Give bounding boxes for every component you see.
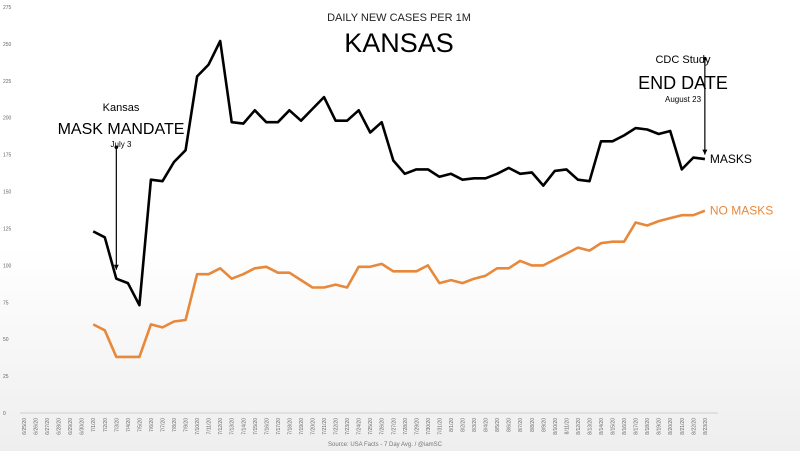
chart-subtitle: KANSAS [344, 28, 454, 58]
y-tick-label: 150 [3, 190, 12, 196]
annotation-date: August 23 [665, 95, 702, 104]
x-tick-label: 7/5/20 [137, 418, 143, 432]
x-tick-label: 7/31/20 [437, 418, 443, 435]
x-tick-label: 6/27/20 [45, 418, 51, 435]
y-tick-label: 275 [3, 5, 12, 11]
x-tick-label: 7/27/20 [391, 418, 397, 435]
x-tick-label: 8/6/20 [507, 418, 513, 432]
series-line-masks [92, 39, 706, 307]
y-tick-label: 50 [3, 337, 9, 343]
x-tick-label: 7/23/20 [345, 418, 351, 435]
y-tick-label: 175 [3, 153, 12, 159]
x-tick-label: 8/21/20 [680, 418, 686, 435]
series-end-label: NO MASKS [710, 204, 773, 218]
x-tick-label: 8/4/20 [484, 418, 490, 432]
x-tick-label: 7/1/20 [91, 418, 97, 432]
annotation-label: CDC Study [655, 54, 711, 66]
x-tick-label: 8/10/20 [553, 418, 559, 435]
x-tick-label: 8/20/20 [668, 418, 674, 435]
x-tick-label: 8/19/20 [657, 418, 663, 435]
annotation-arrow-start [703, 56, 707, 61]
x-tick-label: 7/9/20 [184, 418, 190, 432]
x-axis: 6/25/20 6/26/20 6/27/20 6/28/20 6/29/20 6/30/… [22, 418, 709, 435]
x-tick-label: 8/15/20 [611, 418, 617, 435]
chart-title: DAILY NEW CASES PER 1M [327, 12, 471, 24]
x-tick-label: 8/18/20 [645, 418, 651, 435]
x-tick-label: 8/5/20 [495, 418, 501, 432]
x-tick-label: 7/6/20 [149, 418, 155, 432]
x-tick-label: 6/25/20 [22, 418, 28, 435]
x-tick-label: 7/21/20 [322, 418, 328, 435]
x-tick-label: 7/11/20 [207, 418, 213, 435]
x-tick-label: 8/9/20 [541, 418, 547, 432]
x-tick-label: 8/11/20 [564, 418, 570, 435]
x-tick-label: 8/16/20 [622, 418, 628, 435]
x-tick-label: 8/22/20 [691, 418, 697, 435]
annotation-arrow-start [114, 145, 119, 150]
x-tick-label: 7/2/20 [103, 418, 109, 432]
x-tick-label: 8/8/20 [530, 418, 536, 432]
x-tick-label: 8/23/20 [703, 418, 709, 435]
x-tick-label: 7/7/20 [160, 418, 166, 432]
annotation-title: MASK MANDATE [58, 121, 185, 138]
annotation-label: Kansas [103, 102, 140, 114]
x-tick-label: 7/13/20 [230, 418, 236, 435]
y-axis: 0 25 50 75 100 125 150 175 200 225 250 275 [3, 5, 12, 417]
x-tick-label: 7/25/20 [368, 418, 374, 435]
y-tick-label: 225 [3, 79, 12, 85]
x-tick-label: 7/28/20 [403, 418, 409, 435]
x-tick-label: 7/15/20 [253, 418, 259, 435]
y-tick-label: 125 [3, 226, 12, 232]
x-tick-label: 7/3/20 [114, 418, 120, 432]
plot-area: MASKS NO MASKS [92, 39, 773, 359]
x-tick-label: 7/26/20 [380, 418, 386, 435]
x-tick-label: 8/1/20 [449, 418, 455, 432]
x-tick-label: 8/13/20 [587, 418, 593, 435]
series-end-label: MASKS [710, 152, 752, 166]
y-tick-label: 0 [3, 411, 6, 417]
x-tick-label: 6/30/20 [80, 418, 86, 435]
x-tick-label: 7/14/20 [241, 418, 247, 435]
x-tick-label: 7/17/20 [276, 418, 282, 435]
x-tick-label: 7/8/20 [172, 418, 178, 432]
y-tick-label: 100 [3, 263, 12, 269]
x-tick-label: 6/26/20 [34, 418, 40, 435]
x-tick-label: 7/10/20 [195, 418, 201, 435]
annotations: Kansas MASK MANDATE July 3 CDC Study END DAT… [58, 54, 728, 270]
annotation-arrow-head [702, 149, 708, 155]
x-tick-label: 7/30/20 [426, 418, 432, 435]
x-tick-label: 7/12/20 [218, 418, 224, 435]
x-tick-label: 8/12/20 [576, 418, 582, 435]
y-tick-label: 25 [3, 374, 9, 380]
x-tick-label: 7/22/20 [334, 418, 340, 435]
x-tick-label: 8/2/20 [461, 418, 467, 432]
y-tick-label: 75 [3, 300, 9, 306]
x-tick-label: 7/19/20 [299, 418, 305, 435]
annotation-date: July 3 [111, 140, 132, 149]
series-line-no-masks [92, 209, 706, 359]
x-tick-label: 8/7/20 [518, 418, 524, 432]
x-tick-label: 6/29/20 [68, 418, 74, 435]
x-tick-label: 6/28/20 [57, 418, 63, 435]
y-tick-label: 200 [3, 116, 12, 122]
annotation-arrow-head [113, 264, 119, 270]
x-tick-label: 7/24/20 [357, 418, 363, 435]
source-note: Source: USA Facts - 7 Day Avg. / @iamSC [328, 442, 443, 448]
x-tick-label: 7/20/20 [311, 418, 317, 435]
x-tick-label: 7/16/20 [264, 418, 270, 435]
x-tick-label: 8/14/20 [599, 418, 605, 435]
x-tick-label: 7/29/20 [414, 418, 420, 435]
y-tick-label: 250 [3, 42, 12, 48]
x-tick-label: 7/18/20 [287, 418, 293, 435]
x-tick-label: 8/3/20 [472, 418, 478, 432]
annotation-title: END DATE [638, 73, 728, 93]
x-tick-label: 7/4/20 [126, 418, 132, 432]
x-tick-label: 8/17/20 [634, 418, 640, 435]
